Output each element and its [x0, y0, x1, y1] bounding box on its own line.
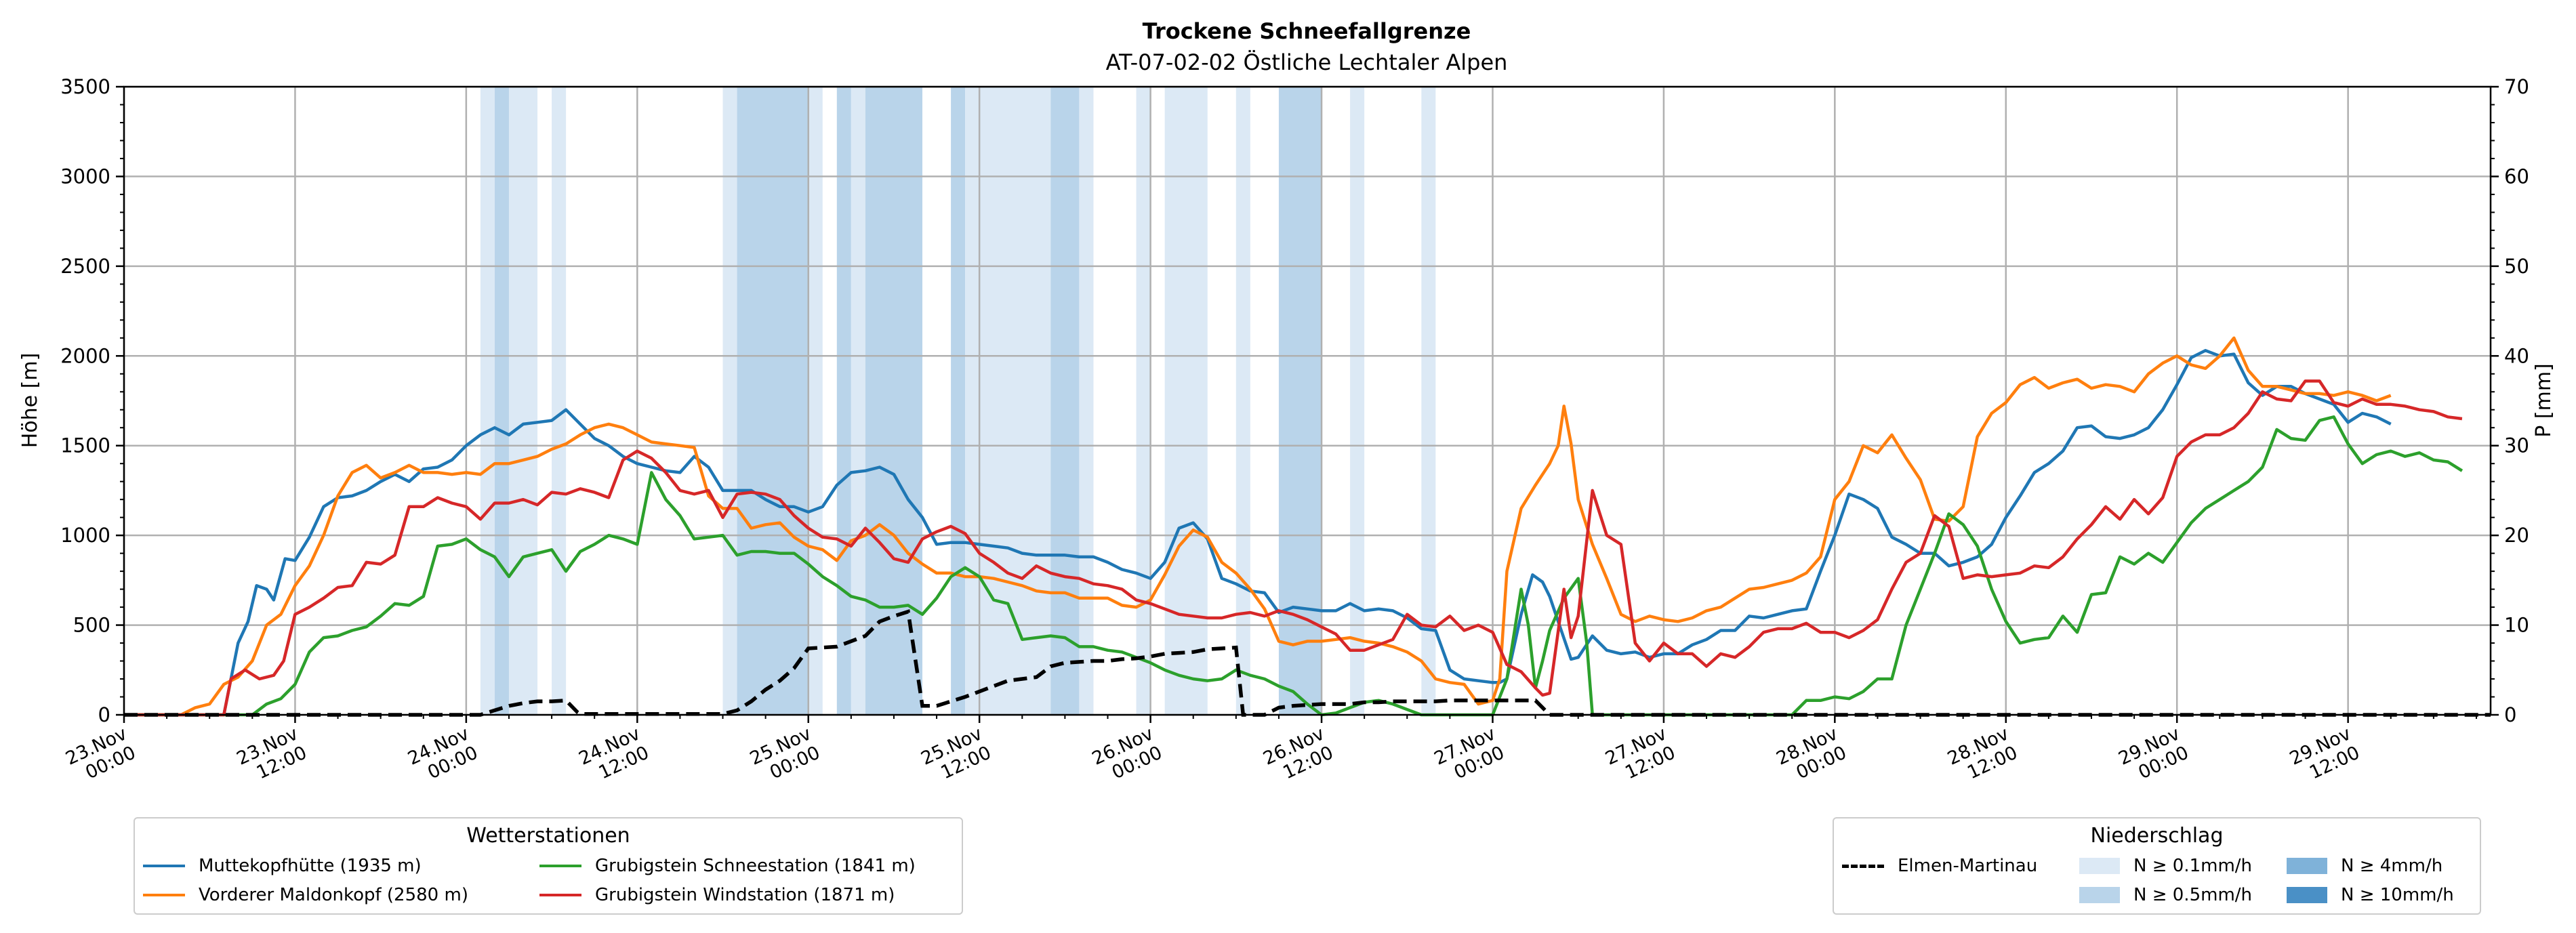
y-right-tick-label: 30 — [2504, 434, 2529, 457]
precipitation-band — [865, 87, 923, 715]
precipitation-legend: Niederschlag Elmen-Martinau N ≥ 0.1mm/h … — [1833, 817, 2481, 915]
precipitation-band — [722, 87, 737, 715]
legend-item-schneestation: Grubigstein Schneestation (1841 m) — [539, 856, 916, 876]
precipitation-band — [1350, 87, 1365, 715]
y-right-tick-label: 40 — [2504, 344, 2529, 367]
y-tick-label: 1500 — [60, 434, 110, 457]
series-line-1 — [124, 336, 2392, 717]
stations-legend-title: Wetterstationen — [466, 824, 630, 848]
y-right-tick-label: 70 — [2504, 75, 2529, 98]
legend-swatch — [539, 894, 581, 896]
legend-label: N ≥ 0.5mm/h — [2133, 885, 2253, 905]
precipitation-band — [951, 87, 966, 715]
legend-swatch — [2287, 887, 2327, 903]
y-tick-label: 3000 — [60, 165, 110, 188]
chart-title: Trockene Schneefallgrenze — [1143, 18, 1471, 44]
precipitation-band — [480, 87, 495, 715]
precipitation-band — [1421, 87, 1436, 715]
legend-label: N ≥ 10mm/h — [2341, 885, 2454, 905]
precipitation-legend-title: Niederschlag — [2090, 824, 2224, 848]
y-axis-label: Höhe [m] — [18, 353, 42, 449]
precipitation-band — [508, 87, 538, 715]
x-tick-label: 23.Nov12:00 — [234, 723, 310, 789]
y-right-tick-label: 0 — [2504, 703, 2516, 726]
chart-subtitle: AT-07-02-02 Östliche Lechtaler Alpen — [1106, 49, 1508, 75]
legend-label: Grubigstein Windstation (1871 m) — [595, 885, 895, 905]
precipitation-band — [737, 87, 809, 715]
precipitation-band — [1278, 87, 1322, 715]
precipitation-band — [552, 87, 567, 715]
legend-swatch — [143, 894, 185, 896]
precipitation-band — [1079, 87, 1094, 715]
precipitation-band — [494, 87, 509, 715]
x-tick-label: 29.Nov12:00 — [2287, 723, 2363, 789]
precipitation-line — [124, 609, 2491, 717]
precipitation-bands — [480, 87, 1436, 715]
legend-label: N ≥ 0.1mm/h — [2133, 856, 2253, 876]
legend-swatch — [1842, 864, 1884, 868]
legend-label: Grubigstein Schneestation (1841 m) — [595, 856, 916, 876]
stations-legend: Wetterstationen Muttekopfhütte (1935 m) … — [134, 817, 963, 915]
legend-item-precip-level-1: N ≥ 0.1mm/h — [2079, 856, 2252, 876]
x-tick-label: 28.Nov00:00 — [1774, 723, 1850, 789]
y-right-tick-label: 60 — [2504, 165, 2529, 188]
y-tick-label: 0 — [98, 703, 110, 726]
x-tick-label: 24.Nov00:00 — [405, 723, 481, 789]
x-tick-label: 27.Nov00:00 — [1431, 723, 1508, 789]
precipitation-band — [836, 87, 851, 715]
precipitation-band — [1164, 87, 1208, 715]
x-tick-label: 26.Nov12:00 — [1260, 723, 1336, 789]
plot-frame — [123, 85, 2492, 716]
x-tick-label: 24.Nov12:00 — [575, 723, 652, 789]
y-right-tick-label: 10 — [2504, 614, 2529, 637]
y-tick-label: 2500 — [60, 255, 110, 278]
x-tick-label: 25.Nov00:00 — [747, 723, 823, 789]
x-tick-label: 28.Nov12:00 — [1944, 723, 2021, 789]
legend-item-muttekopfhuette: Muttekopfhütte (1935 m) — [143, 856, 422, 876]
precipitation-band — [1235, 87, 1250, 715]
legend-label: N ≥ 4mm/h — [2341, 856, 2443, 876]
legend-swatch — [143, 865, 185, 867]
x-tick-label: 29.Nov00:00 — [2115, 723, 2192, 789]
legend-item-precip-level-3: N ≥ 4mm/h — [2287, 856, 2442, 876]
precipitation-band — [1050, 87, 1080, 715]
x-tick-label: 26.Nov00:00 — [1089, 723, 1166, 789]
station-lines — [124, 336, 2463, 717]
precipitation-band — [1136, 87, 1151, 715]
legend-item-precip-level-2: N ≥ 0.5mm/h — [2079, 885, 2252, 905]
legend-swatch — [2079, 858, 2120, 874]
legend-swatch — [539, 865, 581, 867]
y-axis-right-label: P [mm] — [2532, 363, 2556, 437]
legend-item-elmen-martinau: Elmen-Martinau — [1842, 856, 2037, 876]
x-tick-label: 25.Nov12:00 — [918, 723, 994, 789]
y-tick-label: 500 — [73, 614, 110, 637]
y-tick-label: 3500 — [60, 75, 110, 98]
legend-item-precip-level-4: N ≥ 10mm/h — [2287, 885, 2454, 905]
legend-swatch — [2079, 887, 2120, 903]
y-tick-label: 2000 — [60, 344, 110, 367]
precipitation-band — [851, 87, 865, 715]
precipitation-band — [979, 87, 1051, 715]
legend-label: Elmen-Martinau — [1898, 856, 2038, 876]
precipitation-band — [808, 87, 823, 715]
legend-item-maldonkopf: Vorderer Maldonkopf (2580 m) — [143, 885, 468, 905]
legend-swatch — [2287, 858, 2327, 874]
legend-item-windstation: Grubigstein Windstation (1871 m) — [539, 885, 895, 905]
precipitation-series-line — [124, 609, 2491, 717]
x-tick-label: 27.Nov12:00 — [1602, 723, 1679, 789]
x-tick-label: 23.Nov00:00 — [62, 723, 139, 789]
series-line-2 — [124, 415, 2463, 717]
series-line-0 — [124, 349, 2392, 717]
y-right-tick-label: 50 — [2504, 255, 2529, 278]
y-tick-label: 1000 — [60, 524, 110, 547]
y-right-tick-label: 20 — [2504, 524, 2529, 547]
legend-label: Vorderer Maldonkopf (2580 m) — [199, 885, 468, 905]
precipitation-band — [965, 87, 980, 715]
legend-label: Muttekopfhütte (1935 m) — [199, 856, 422, 876]
series-line-3 — [124, 379, 2463, 717]
